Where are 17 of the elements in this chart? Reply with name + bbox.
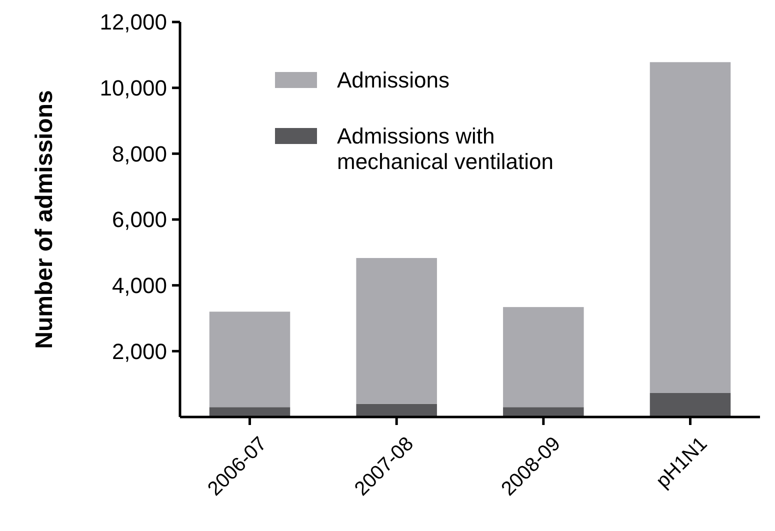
y-tick-label: 10,000 xyxy=(100,76,167,101)
bar xyxy=(209,312,290,408)
y-tick-label: 6,000 xyxy=(112,207,167,232)
y-tick-label: 2,000 xyxy=(112,338,167,364)
legend-label: Admissions with mechanical ventilation xyxy=(337,124,554,174)
y-tick-label: 12,000 xyxy=(100,10,167,35)
bar xyxy=(209,407,290,417)
y-tick-label: 4,000 xyxy=(112,273,167,298)
legend-label: Admissions xyxy=(337,68,450,93)
bar xyxy=(503,307,584,408)
y-axis-title: Number of admissions xyxy=(31,90,58,349)
bar xyxy=(650,392,731,417)
bar xyxy=(503,407,584,417)
y-tick-label: 8,000 xyxy=(112,141,167,166)
bar xyxy=(356,404,437,417)
bar xyxy=(356,258,437,404)
bar xyxy=(650,62,731,393)
